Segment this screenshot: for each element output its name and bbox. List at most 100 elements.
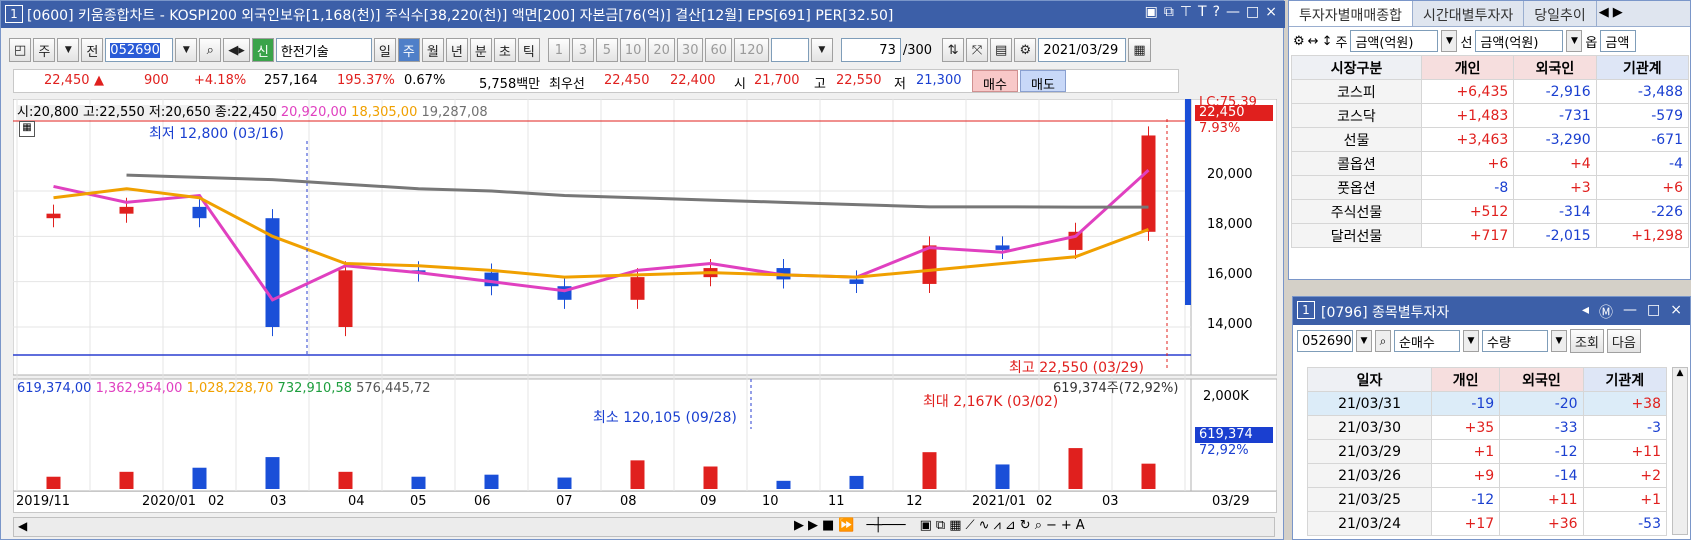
settings-icon[interactable]: ⚙ [1293,33,1305,49]
volume-bar[interactable] [703,466,718,490]
speed-slider-icon[interactable]: ─┼─── [866,518,906,533]
maximize-icon[interactable]: □ [1246,4,1260,20]
prev-button[interactable]: 전 [81,38,104,62]
resize-v-icon[interactable]: ↕ [1321,33,1333,49]
save-icon[interactable]: ▤ [990,38,1013,62]
volume-bar[interactable] [776,480,791,489]
volume-bar[interactable] [192,467,207,489]
candle[interactable] [995,245,1010,250]
compare-icon[interactable]: ⤧ [966,38,989,62]
draw-wave-icon[interactable]: ∿ [978,518,990,533]
futures-amount-dropdown-icon[interactable]: ▼ [1566,30,1583,52]
volume-bar[interactable] [557,477,572,489]
candle[interactable] [119,206,134,214]
futures-amount-select[interactable]: 금액(억원) [1475,30,1564,52]
interval-day[interactable]: 일 [373,38,396,62]
table-row[interactable]: 21/03/29 +1 -12 +11 [1306,439,1668,464]
draw-fib-icon[interactable]: ⊿ [1004,518,1016,533]
chart-area[interactable]: 시:20,800 고:22,550 저:20,650 종:22,450 20,9… [13,95,1277,491]
minute-30[interactable]: 30 [676,38,704,62]
zoom-in-icon[interactable]: + [1060,518,1072,533]
maximize-icon[interactable]: □ [1647,302,1661,318]
custom-minute-dropdown-icon[interactable]: ▼ [810,38,833,62]
font-size-icon[interactable]: A [1075,518,1085,533]
stock-code-input[interactable]: 052690 [105,38,174,62]
option-amount-select[interactable]: 금액 [1600,30,1637,52]
fast-forward-icon[interactable]: ⏩ [838,518,855,533]
volume-bar[interactable] [630,460,645,489]
volume-bar[interactable] [119,471,134,489]
candle[interactable] [922,245,937,284]
table-scrollbar[interactable]: ▲ [1672,367,1688,535]
speaker-icon[interactable]: ◀▸ [223,38,250,62]
play-prev-icon[interactable]: ▶ [794,518,804,533]
candle[interactable] [338,270,353,327]
sell-button[interactable]: 매도 [1020,70,1066,93]
date-input[interactable]: 2021/03/29 [1038,38,1127,62]
minimize-icon[interactable]: — [1226,4,1241,20]
net-buy-dropdown-icon[interactable]: ▼ [1463,330,1479,352]
minute-20[interactable]: 20 [648,38,675,62]
quantity-dropdown-icon[interactable]: ▼ [1551,330,1567,352]
table-row[interactable]: 주식선물 +512 -314 -226 [1291,199,1690,224]
table-row[interactable]: 선물 +3,463 -3,290 -671 [1291,127,1690,152]
copy-icon[interactable]: ⧉ [1163,4,1174,20]
candle[interactable] [849,279,864,284]
interval-minute[interactable]: 분 [469,38,492,62]
minimize-icon[interactable]: — [1623,302,1638,318]
search-icon[interactable]: ⌕ [199,38,222,62]
link-icon[interactable]: ◂ [1582,302,1590,318]
volume-bar[interactable] [46,476,61,489]
minute-5[interactable]: 5 [595,38,618,62]
search-icon[interactable]: ⌕ [1375,330,1391,352]
layout-b-icon[interactable]: ⧉ [935,518,946,533]
count-input[interactable]: 73 [840,38,901,62]
table-row[interactable]: 21/03/24 +17 +36 -53 [1306,511,1668,536]
volume-bar[interactable] [995,464,1010,489]
tab-scroll-left-icon[interactable]: ◀ [1598,5,1609,20]
interval-tick[interactable]: 틱 [517,38,540,62]
volume-bar[interactable] [1141,463,1156,489]
period-dropdown-icon[interactable]: ▼ [57,38,80,62]
stop-icon[interactable]: ■ [822,518,835,533]
minute-1[interactable]: 1 [547,38,570,62]
resize-h-icon[interactable]: ↔ [1307,33,1319,49]
candle[interactable] [46,213,61,219]
candle[interactable] [1141,135,1156,232]
chart-menu-icon[interactable]: ◰ [9,38,32,62]
interval-month[interactable]: 월 [421,38,444,62]
tab-investor-summary[interactable]: 투자자별매매종합 [1289,1,1414,26]
play-icon[interactable]: ▶ [808,518,818,533]
volume-bar[interactable] [849,475,864,489]
layout-c-icon[interactable]: ▦ [949,518,962,533]
minute-120[interactable]: 120 [734,38,769,62]
volume-bar[interactable] [922,452,937,489]
minute-10[interactable]: 10 [619,38,647,62]
query-button[interactable]: 조회 [1570,329,1604,353]
candle[interactable] [192,206,207,219]
close-icon[interactable]: × [1265,4,1277,20]
stock-amount-select[interactable]: 금액(억원) [1350,30,1439,52]
zoom-out-icon[interactable]: − [1045,518,1057,533]
code-input[interactable]: 052690 [1297,330,1353,352]
draw-line-icon[interactable]: ⟋ [965,518,975,533]
volume-bar[interactable] [1068,448,1083,489]
interval-week[interactable]: 주 [397,38,420,62]
next-button[interactable]: 다음 [1606,329,1641,353]
net-buy-select[interactable]: 순매수 [1394,330,1460,352]
settings-icon[interactable]: ⚙ [1014,38,1037,62]
candle[interactable] [630,277,645,300]
buy-button[interactable]: 매수 [972,70,1018,93]
chart-scrollbar[interactable]: ◀ ▶ ▶ ■ ⏩ ─┼─── ▣ ⧉ ▦ ⟋ ∿ ⩘ ⊿ ↻ ⌕ − + A [13,517,1275,537]
tab-daily-trend[interactable]: 당일추이 [1524,1,1597,26]
layout-a-icon[interactable]: ▣ [919,518,932,533]
scroll-up-icon[interactable]: ▲ [1676,368,1684,378]
table-row[interactable]: 코스닥 +1,483 -731 -579 [1291,103,1690,128]
tab-time-investor[interactable]: 시간대별투자자 [1413,1,1525,26]
zoom-search-icon[interactable]: ⌕ [1034,518,1042,533]
close-icon[interactable]: × [1670,302,1682,318]
calendar-icon[interactable]: ▦ [1128,38,1151,62]
tab-scroll-right-icon[interactable]: ▶ [1612,5,1623,20]
volume-bar[interactable] [338,471,353,489]
chart-svg[interactable] [13,99,1277,491]
